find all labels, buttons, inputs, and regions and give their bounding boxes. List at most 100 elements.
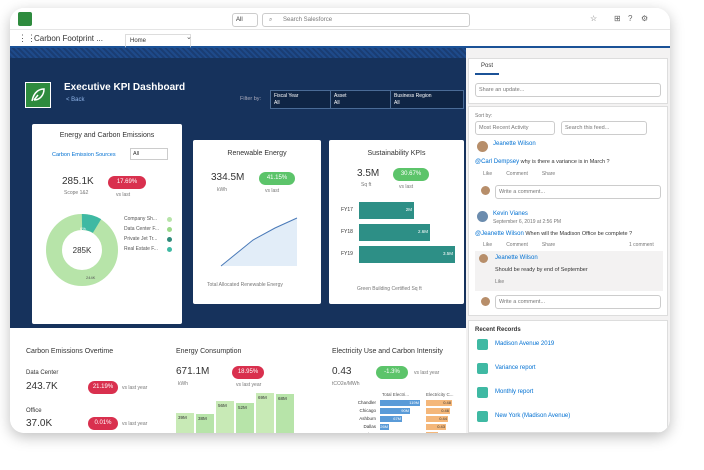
like-button[interactable]: Like: [483, 242, 493, 248]
search-icon: ⌕: [269, 17, 273, 23]
card-title: Energy and Carbon Emissions: [59, 132, 155, 139]
city-label: Dallas: [363, 424, 376, 429]
comment-count[interactable]: 1 comment: [629, 242, 654, 248]
tab-post[interactable]: Post: [475, 59, 500, 75]
intensity-unit: tCO2e/MWh: [332, 381, 360, 387]
app-window: All ⌕ Search Salesforce ☆ ⊞ ? ⚙ ⋮⋮ Carbon…: [10, 8, 670, 433]
change-badge: 0.01%: [88, 417, 118, 430]
comment-button[interactable]: Comment: [506, 242, 528, 248]
source-select[interactable]: All: [130, 148, 168, 160]
bar-label: FY18: [341, 229, 353, 235]
filter-label: Fiscal Year: [274, 93, 299, 99]
back-link[interactable]: < Back: [66, 97, 85, 103]
record-link[interactable]: New York (Madison Avenue): [495, 413, 571, 419]
total-value: 26M: [380, 424, 388, 429]
consumption-bar: 68M: [276, 394, 294, 433]
change-badge: -1.3%: [376, 366, 408, 379]
row-sub: vs last year: [122, 385, 148, 391]
sustain-bar-chart: FY17 2M FY18 2.6M FY19 3.5M: [341, 202, 461, 272]
consumption-bar: 56M: [216, 401, 234, 433]
post-author[interactable]: Jeanette Wilson: [493, 141, 536, 147]
comment-input[interactable]: Write a comment...: [495, 295, 661, 309]
record-link[interactable]: Madison Avenue 2019: [495, 341, 555, 347]
avatar: [477, 211, 488, 222]
app-launcher-icon[interactable]: ⋮⋮: [18, 33, 36, 43]
mention-link[interactable]: @Jeanette Wilson: [475, 231, 524, 237]
global-header: All ⌕ Search Salesforce ☆ ⊞ ? ⚙: [10, 8, 670, 30]
recent-records: Recent Records Madison Avenue 2019 Varian…: [468, 320, 668, 433]
search-placeholder: Search Salesforce: [283, 17, 333, 23]
emission-value: 285.1K: [62, 176, 94, 187]
intensity-bar: 0.43: [426, 424, 446, 430]
intensity-value: 0.46: [441, 408, 449, 413]
chatter-feed-panel: Post Share an update... Sort by: Most Re…: [466, 48, 670, 433]
comment-input[interactable]: Write a comment...: [495, 185, 661, 199]
legend-label: Data Center F...: [124, 226, 160, 232]
feed: Sort by: Most Recent Activity Search thi…: [468, 106, 668, 316]
consumption-unit: kWh: [178, 381, 188, 387]
bar-value: 2.6M: [417, 229, 428, 234]
record-icon: [477, 363, 488, 374]
donut-label-main: 244K: [86, 275, 96, 280]
favorites-icon[interactable]: ☆: [590, 14, 598, 23]
reply-text: Should be ready by end of September: [495, 267, 588, 273]
global-search-input[interactable]: ⌕ Search Salesforce: [262, 13, 470, 27]
post-date: September 6, 2019 at 2:56 PM: [493, 219, 562, 225]
donut-slice-small: [81, 214, 102, 234]
search-scope-select[interactable]: All: [232, 13, 258, 27]
chevron-down-icon[interactable]: ⌄: [186, 34, 192, 41]
share-button[interactable]: Share: [541, 242, 556, 248]
feed-search-input[interactable]: Search this feed...: [561, 121, 647, 135]
post-actions: Like Comment Share: [483, 242, 555, 248]
record-icon: [477, 339, 488, 350]
like-button[interactable]: Like: [483, 171, 493, 177]
tab-home[interactable]: Home: [125, 34, 191, 48]
bar-label: FY19: [341, 251, 353, 257]
record-link[interactable]: Variance report: [495, 365, 536, 371]
total-bar: 119M: [380, 400, 420, 406]
renewable-energy-card: Renewable Energy 334.5M kWh 41.15% vs la…: [193, 140, 321, 304]
avatar: [481, 297, 490, 306]
record-icon: [477, 387, 488, 398]
renewable-value: 334.5M: [211, 172, 245, 183]
reply-author[interactable]: Jeanette Wilson: [495, 255, 538, 261]
intensity-bar: 0.23: [426, 432, 438, 433]
filter-value: All: [334, 100, 340, 106]
help-icon[interactable]: ?: [628, 14, 633, 23]
comment-button[interactable]: Comment: [506, 171, 528, 177]
row-label: Data Center: [26, 370, 59, 376]
post-text: why is there a variance is in March ?: [520, 159, 610, 165]
mention-link[interactable]: @Carl Dempsey: [475, 159, 520, 165]
intensity-bar: 0.44: [426, 416, 448, 422]
app-name: Carbon Footprint ...: [34, 34, 103, 43]
publisher: Post Share an update...: [468, 58, 668, 104]
source-value: All: [133, 151, 140, 157]
legend-label: Real Estate F...: [124, 246, 158, 252]
record-link[interactable]: Monthly report: [495, 389, 534, 395]
like-button[interactable]: Like: [495, 279, 505, 285]
bar-value: 69M: [258, 395, 267, 400]
row-value: 243.7K: [26, 381, 58, 392]
post-author[interactable]: Kevin Vianes: [493, 211, 528, 217]
filter-business-region[interactable]: Business Region All: [390, 90, 464, 109]
change-badge: 21.19%: [88, 381, 118, 394]
sustain-bar: 2M: [359, 202, 414, 219]
donut-label-small: 6%: [80, 226, 86, 231]
filter-by-label: Filter by:: [240, 96, 262, 102]
share-button[interactable]: Share: [541, 171, 556, 177]
sort-select[interactable]: Most Recent Activity: [475, 121, 555, 135]
bar-value: 2M: [405, 207, 412, 212]
filter-fiscal-year[interactable]: Fiscal Year All: [270, 90, 346, 109]
app-nav-bar: ⋮⋮ Carbon Footprint ... Home ⌄: [10, 30, 670, 48]
salesforce-logo-icon: [18, 12, 32, 26]
bar-value: 3.5M: [442, 251, 453, 256]
change-badge: 17.69%: [108, 176, 146, 189]
sustain-value: 3.5M: [357, 168, 380, 179]
legend-swatch: [167, 236, 172, 242]
settings-gear-icon[interactable]: ⚙: [641, 14, 649, 23]
change-sub: vs last: [399, 184, 414, 190]
share-update-input[interactable]: Share an update...: [475, 83, 661, 97]
add-icon[interactable]: ⊞: [614, 14, 621, 23]
sustain-bar: 3.5M: [359, 246, 455, 263]
consumption-bar: 69M: [256, 393, 274, 433]
